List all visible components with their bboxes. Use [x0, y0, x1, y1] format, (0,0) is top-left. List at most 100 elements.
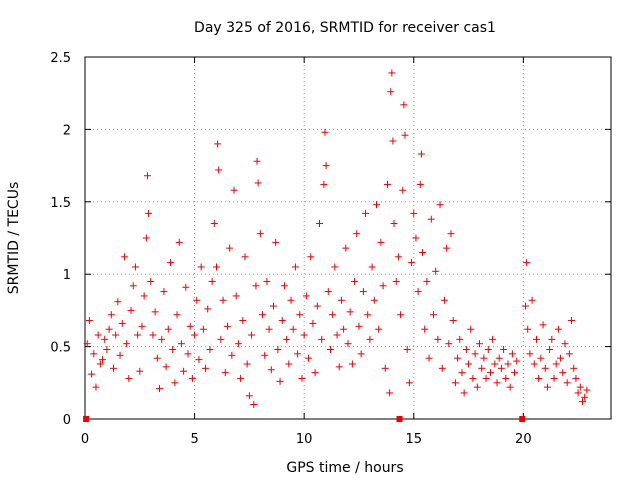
- chart-title: Day 325 of 2016, SRMTID for receiver cas…: [194, 20, 496, 36]
- data-point: [432, 267, 440, 275]
- data-point: [263, 277, 271, 285]
- data-point: [208, 277, 216, 285]
- data-point: [513, 357, 521, 365]
- plot-frame: [84, 56, 612, 420]
- data-point: [541, 364, 549, 372]
- y-tick-label: 2: [63, 123, 71, 138]
- data-point: [188, 374, 196, 382]
- data-point: [504, 360, 512, 368]
- data-point: [526, 350, 534, 358]
- data-point: [397, 311, 405, 319]
- data-point: [565, 350, 573, 358]
- data-point: [267, 366, 275, 374]
- data-point: [151, 308, 159, 316]
- data-point: [248, 331, 256, 339]
- y-tick-label: 1.5: [50, 196, 71, 211]
- data-point: [344, 340, 352, 348]
- data-point: [169, 345, 177, 353]
- data-point: [230, 186, 238, 194]
- data-point: [522, 302, 530, 310]
- data-point: [311, 369, 319, 377]
- data-point: [149, 331, 157, 339]
- data-point: [138, 322, 146, 330]
- data-point: [92, 383, 100, 391]
- data-point: [213, 263, 220, 271]
- data-point: [309, 319, 317, 327]
- data-point: [199, 325, 207, 333]
- data-point: [434, 335, 442, 343]
- data-point: [399, 186, 407, 194]
- data-point: [342, 244, 350, 252]
- data-point: [416, 180, 424, 188]
- data-point: [563, 379, 571, 387]
- data-point: [143, 172, 151, 180]
- data-point: [140, 292, 148, 300]
- data-point: [177, 340, 185, 348]
- data-point: [403, 345, 411, 353]
- data-point: [561, 340, 569, 348]
- data-point: [359, 288, 367, 296]
- outlier-point: [396, 416, 403, 422]
- data-point: [83, 340, 91, 348]
- data-point: [204, 305, 212, 313]
- x-tick-label: 5: [190, 432, 198, 447]
- data-point: [572, 374, 580, 382]
- data-point: [294, 350, 302, 358]
- data-point: [210, 220, 218, 228]
- data-point: [305, 354, 313, 362]
- data-point: [440, 296, 448, 304]
- data-point: [482, 374, 490, 382]
- data-point: [583, 386, 591, 394]
- data-point: [484, 345, 492, 353]
- data-point: [408, 259, 416, 267]
- data-point: [400, 101, 408, 109]
- data-point: [550, 374, 558, 382]
- data-point: [147, 277, 155, 285]
- data-point: [202, 364, 210, 372]
- data-point: [298, 374, 306, 382]
- data-point: [129, 282, 137, 290]
- data-point: [239, 317, 247, 325]
- data-point: [486, 369, 494, 377]
- data-point: [579, 398, 587, 406]
- data-point: [451, 379, 459, 387]
- data-point: [449, 317, 457, 325]
- data-point: [552, 360, 560, 368]
- data-point: [175, 238, 183, 246]
- data-point: [182, 283, 190, 291]
- x-tick-label: 10: [296, 432, 313, 447]
- data-point: [116, 351, 124, 359]
- data-point: [438, 364, 446, 372]
- data-point: [333, 331, 341, 339]
- data-point: [296, 311, 304, 319]
- data-point: [285, 360, 293, 368]
- data-point: [324, 288, 332, 296]
- data-point: [245, 392, 253, 400]
- data-point: [537, 354, 545, 362]
- data-point: [131, 263, 139, 271]
- data-point: [389, 137, 397, 145]
- data-point: [274, 345, 282, 353]
- data-point: [109, 364, 117, 372]
- data-point: [96, 360, 104, 368]
- data-point: [364, 311, 372, 319]
- data-point: [554, 325, 562, 333]
- data-point: [462, 345, 470, 353]
- data-point: [548, 335, 556, 343]
- data-point: [417, 150, 425, 158]
- data-point: [574, 389, 582, 397]
- outlier-point: [83, 416, 90, 422]
- data-point: [173, 311, 181, 319]
- data-point: [158, 335, 166, 343]
- data-point: [377, 238, 385, 246]
- data-point: [346, 308, 354, 316]
- data-point: [99, 356, 107, 364]
- data-point: [429, 311, 437, 319]
- data-point: [136, 367, 144, 375]
- data-point: [289, 325, 297, 333]
- axis-ticks: 0 0.5 1 1.5 2 2.5 0 5 10 15 20: [50, 51, 611, 447]
- data-point: [401, 131, 409, 139]
- data-point: [419, 248, 427, 256]
- data-point: [226, 244, 234, 252]
- data-point: [491, 360, 499, 368]
